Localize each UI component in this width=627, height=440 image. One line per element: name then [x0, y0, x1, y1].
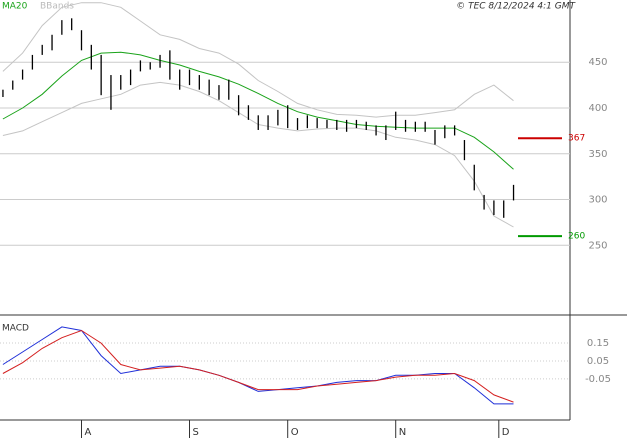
y-tick-label: 400	[588, 103, 607, 114]
x-tick-label: D	[502, 427, 510, 438]
y-tick-label: 250	[588, 240, 607, 251]
macd-line	[2, 329, 514, 403]
band-upper	[2, 2, 514, 118]
y-tick-label: -0.05	[585, 374, 611, 385]
y-tick-label: 300	[588, 195, 607, 206]
copyright: © TEC 8/12/2024 4:1 GMT	[456, 2, 576, 12]
ma-line	[2, 51, 514, 170]
macd-line	[2, 326, 514, 405]
x-tick-label: O	[291, 427, 299, 438]
x-tick-label: A	[84, 427, 91, 438]
macd-title: MACD	[2, 324, 29, 334]
level-label: 367	[568, 134, 585, 144]
y-tick-label: 0.15	[587, 338, 609, 349]
y-tick-label: 350	[588, 149, 607, 160]
y-tick-label: 450	[588, 57, 607, 68]
legend-bbands: BBands	[40, 2, 74, 12]
x-tick-label: N	[399, 427, 406, 438]
level-label: 260	[568, 232, 585, 242]
y-tick-label: 0.05	[587, 356, 609, 367]
x-tick-label: S	[193, 427, 199, 438]
legend-ma20: MA20	[2, 2, 28, 12]
